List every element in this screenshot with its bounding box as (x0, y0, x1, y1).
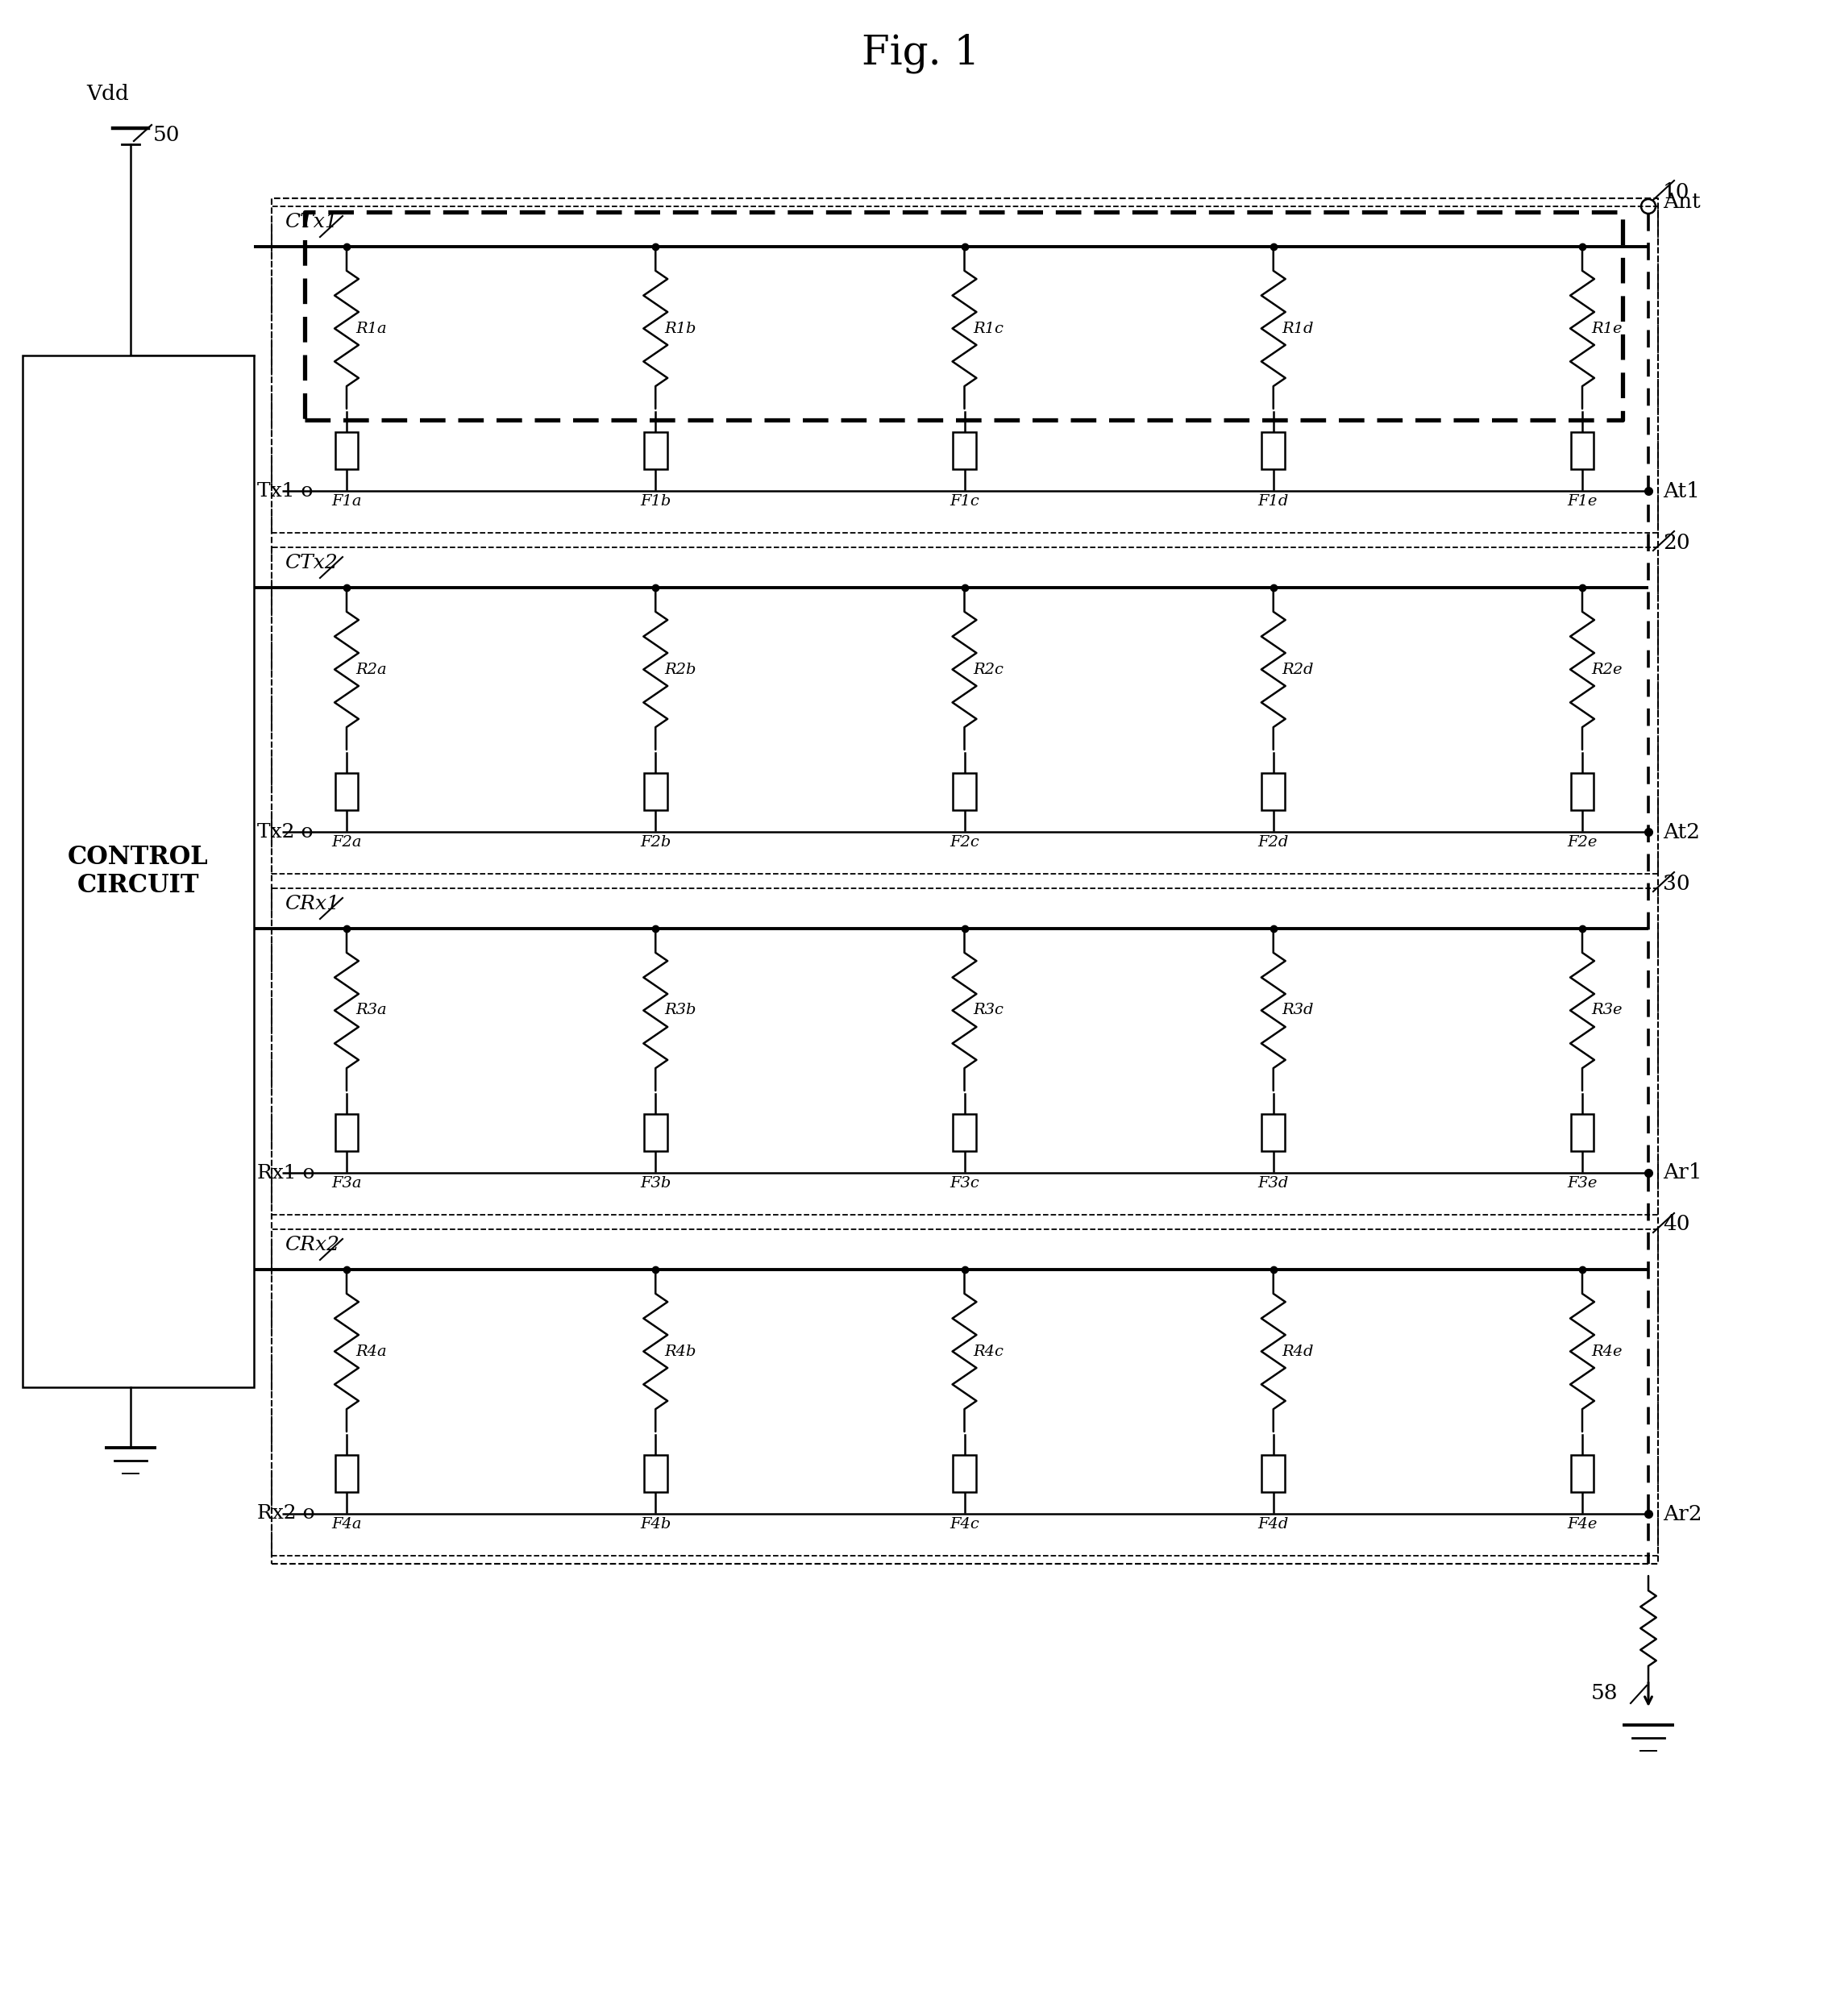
Text: Fig. 1: Fig. 1 (862, 32, 979, 73)
Text: F1d: F1d (1257, 494, 1289, 508)
Text: R3d: R3d (1281, 1004, 1314, 1018)
Bar (644, 1115, 666, 1151)
Text: R2e: R2e (1591, 661, 1622, 677)
Text: R4e: R4e (1591, 1345, 1622, 1359)
Text: R1a: R1a (355, 321, 387, 337)
Text: R4c: R4c (974, 1345, 1003, 1359)
Text: R4d: R4d (1281, 1345, 1314, 1359)
Text: At1: At1 (1662, 482, 1699, 502)
Text: CTx1: CTx1 (285, 214, 337, 232)
Text: 58: 58 (1591, 1683, 1618, 1704)
Text: F2d: F2d (1257, 835, 1289, 849)
Bar (954, 1456, 976, 1492)
Text: 50: 50 (153, 125, 180, 145)
Text: R3e: R3e (1591, 1004, 1622, 1018)
Text: R4a: R4a (355, 1345, 387, 1359)
Text: R2d: R2d (1281, 661, 1314, 677)
Text: Vdd: Vdd (87, 85, 129, 105)
Text: Tx1 o: Tx1 o (258, 482, 313, 500)
Bar (335, 431, 359, 470)
Text: 10: 10 (1662, 181, 1690, 202)
Bar (1261, 431, 1285, 470)
Text: Tx2 o: Tx2 o (258, 823, 313, 841)
Text: CRx1: CRx1 (285, 895, 339, 913)
Bar (954, 772, 976, 810)
Text: F3c: F3c (950, 1175, 979, 1191)
Bar (1570, 1115, 1594, 1151)
Text: R1e: R1e (1591, 321, 1622, 337)
Text: F2e: F2e (1567, 835, 1598, 849)
Bar (22, 355, 254, 1387)
Text: R2a: R2a (355, 661, 387, 677)
Text: F4c: F4c (950, 1516, 979, 1532)
Text: R1d: R1d (1281, 321, 1314, 337)
Text: F1a: F1a (331, 494, 361, 508)
Text: F3e: F3e (1567, 1175, 1598, 1191)
Bar (644, 772, 666, 810)
Text: F3b: F3b (641, 1175, 670, 1191)
Text: R1b: R1b (665, 321, 696, 337)
Bar (644, 431, 666, 470)
Text: F4e: F4e (1567, 1516, 1598, 1532)
Text: 30: 30 (1662, 873, 1690, 893)
Bar (1570, 772, 1594, 810)
Text: Ar1: Ar1 (1662, 1163, 1701, 1183)
Text: Ar2: Ar2 (1662, 1504, 1703, 1524)
Text: R1c: R1c (974, 321, 1003, 337)
Text: F4a: F4a (331, 1516, 361, 1532)
Text: F3a: F3a (331, 1175, 361, 1191)
Text: R3a: R3a (355, 1004, 387, 1018)
Text: F2a: F2a (331, 835, 361, 849)
Bar (335, 1115, 359, 1151)
Bar (1570, 1456, 1594, 1492)
Text: F1e: F1e (1567, 494, 1598, 508)
Bar (1261, 1115, 1285, 1151)
Text: Ant: Ant (1662, 192, 1701, 212)
Text: 20: 20 (1662, 532, 1690, 552)
Text: CRx2: CRx2 (285, 1236, 339, 1254)
Bar (1261, 772, 1285, 810)
Text: CTx2: CTx2 (285, 554, 337, 573)
Bar (644, 1456, 666, 1492)
Text: F4b: F4b (641, 1516, 670, 1532)
Bar (954, 431, 976, 470)
Bar (335, 1456, 359, 1492)
Text: CONTROL
CIRCUIT: CONTROL CIRCUIT (68, 845, 208, 899)
Text: R2b: R2b (665, 661, 696, 677)
Bar (1261, 1456, 1285, 1492)
Text: F3d: F3d (1257, 1175, 1289, 1191)
Text: R3b: R3b (665, 1004, 696, 1018)
Text: F2c: F2c (950, 835, 979, 849)
Text: R3c: R3c (974, 1004, 1003, 1018)
Bar (335, 772, 359, 810)
Text: Rx2 o: Rx2 o (258, 1504, 315, 1522)
Bar (954, 1115, 976, 1151)
Text: F4d: F4d (1257, 1516, 1289, 1532)
Text: F1b: F1b (641, 494, 670, 508)
Bar (1570, 431, 1594, 470)
Text: R4b: R4b (665, 1345, 696, 1359)
Text: Rx1 o: Rx1 o (258, 1163, 315, 1181)
Text: R2c: R2c (974, 661, 1003, 677)
Text: F1c: F1c (950, 494, 979, 508)
Text: 40: 40 (1662, 1214, 1690, 1234)
Text: F2b: F2b (641, 835, 670, 849)
Text: At2: At2 (1662, 823, 1699, 843)
